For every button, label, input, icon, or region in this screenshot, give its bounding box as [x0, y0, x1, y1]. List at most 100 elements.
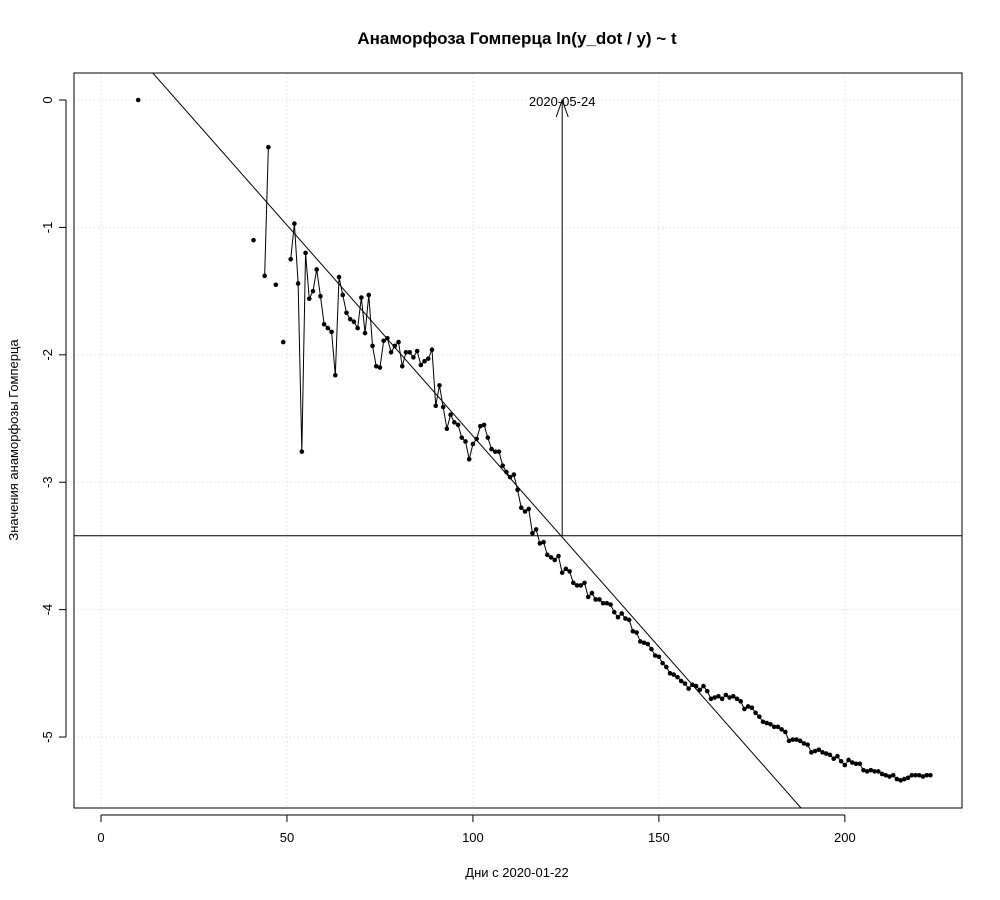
data-point	[280, 339, 286, 345]
data-point	[645, 641, 651, 647]
overlay	[152, 73, 802, 808]
fit-line	[152, 73, 802, 808]
data-point	[266, 144, 271, 150]
data-point	[303, 250, 308, 256]
data-point	[373, 363, 379, 369]
data-line	[264, 147, 931, 781]
data-point	[429, 347, 435, 353]
data-point	[716, 693, 721, 699]
data-point	[396, 339, 401, 345]
data-point	[485, 435, 491, 440]
data-point	[597, 597, 602, 602]
data-point	[552, 557, 558, 563]
data-point	[883, 772, 889, 778]
data-point	[362, 330, 368, 336]
data-point	[559, 570, 565, 575]
data-point	[887, 774, 892, 779]
data-point	[492, 449, 498, 454]
data-point	[370, 343, 375, 349]
data-point	[861, 767, 866, 773]
data-point	[600, 600, 606, 606]
data-point	[853, 761, 859, 767]
x-axis-label: Дни с 2020-01-22	[465, 865, 568, 880]
data-point	[764, 720, 770, 726]
data-point	[876, 769, 881, 774]
data-point	[526, 506, 532, 512]
data-point	[589, 590, 595, 596]
data-point	[295, 281, 301, 286]
data-point	[920, 774, 926, 779]
data-point	[812, 748, 818, 754]
data-point	[671, 672, 677, 677]
y-tick-label: -3	[40, 476, 55, 488]
data-point	[872, 769, 877, 774]
data-point	[425, 356, 431, 361]
data-point	[563, 566, 569, 572]
data-point	[879, 771, 885, 777]
x-tick-label: 0	[97, 830, 104, 845]
data-point	[608, 602, 613, 607]
data-point	[567, 569, 572, 574]
data-point	[727, 695, 732, 700]
data-point	[611, 609, 617, 615]
data-point	[288, 256, 293, 262]
data-point	[489, 446, 494, 452]
data-point	[377, 365, 383, 370]
data-point	[790, 737, 796, 742]
data-point	[585, 594, 591, 600]
data-point	[273, 282, 279, 288]
data-point	[355, 325, 360, 331]
data-point	[578, 583, 584, 588]
data-point	[708, 696, 714, 702]
data-point	[615, 614, 621, 620]
data-point	[310, 288, 316, 294]
data-point	[664, 664, 669, 670]
data-point	[849, 760, 855, 765]
data-point	[388, 349, 394, 355]
data-point	[347, 316, 353, 322]
data-point	[738, 699, 744, 704]
data-point	[340, 292, 346, 298]
data-point	[742, 706, 747, 712]
data-point	[868, 767, 874, 773]
data-point	[682, 681, 688, 686]
data-point	[753, 710, 758, 716]
data-point	[515, 487, 520, 493]
data-point	[466, 456, 472, 462]
chart-title: Анаморфоза Гомперца ln(y_dot / y) ~ t	[357, 29, 677, 48]
data-point	[626, 617, 632, 623]
data-point	[656, 654, 662, 660]
data-point	[823, 751, 829, 756]
x-tick-label: 50	[280, 830, 294, 845]
data-point	[712, 695, 717, 700]
data-point	[399, 363, 405, 369]
data-point	[314, 267, 320, 272]
data-point	[831, 756, 836, 761]
data-point	[433, 403, 439, 409]
data-point	[827, 752, 833, 758]
data-point	[496, 449, 502, 454]
data-point	[359, 295, 364, 300]
data-point	[745, 704, 751, 709]
data-point	[704, 688, 710, 694]
data-point	[760, 719, 766, 725]
data-point	[333, 372, 338, 378]
y-tick-label: -2	[40, 349, 55, 361]
data-point	[820, 750, 825, 755]
y-axis-label: Значения анаморфозы Гомперца	[6, 339, 21, 541]
data-point	[422, 358, 427, 364]
data-point	[902, 776, 907, 782]
data-point	[571, 580, 576, 586]
data-point	[292, 221, 297, 226]
data-point	[533, 527, 539, 532]
data-point	[805, 742, 810, 747]
data-point	[786, 738, 792, 744]
data-point	[723, 692, 729, 698]
data-point	[894, 776, 900, 782]
data-point	[448, 412, 453, 418]
data-point	[593, 597, 598, 602]
x-tick-label: 200	[834, 830, 856, 845]
data-point	[511, 472, 517, 477]
